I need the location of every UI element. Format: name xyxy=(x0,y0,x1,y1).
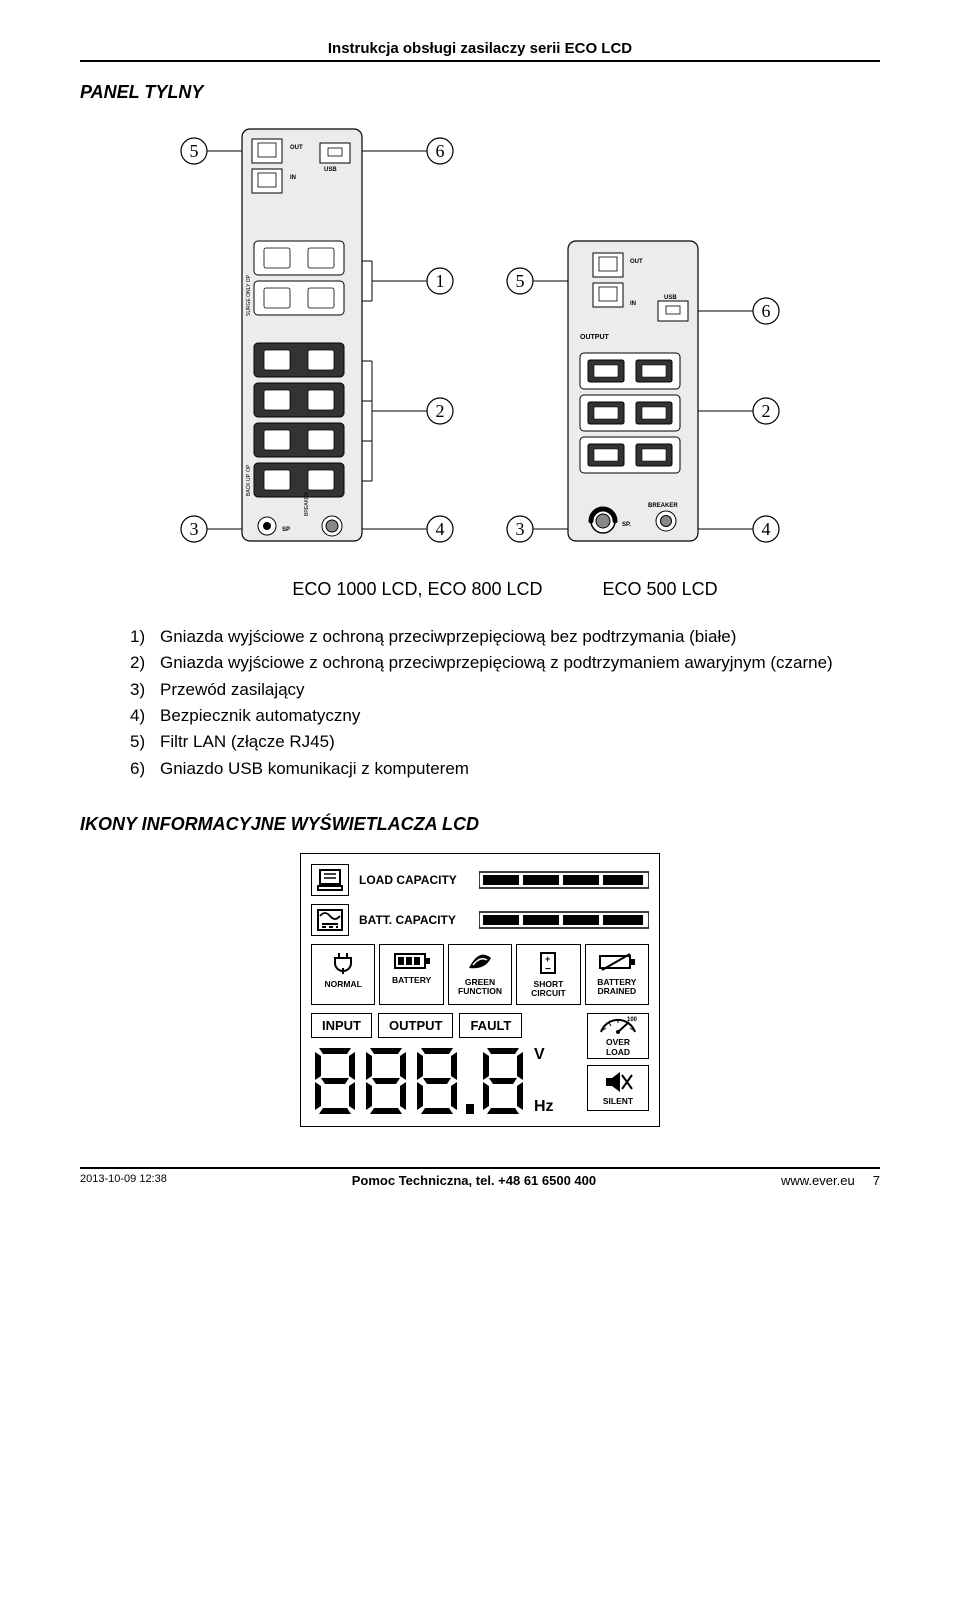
leaf-icon xyxy=(465,950,495,974)
legend-text-5: Filtr LAN (złącze RJ45) xyxy=(160,729,335,755)
legend-list: 1) Gniazda wyjściowe z ochroną przeciwprz… xyxy=(130,624,880,782)
svg-text:IN: IN xyxy=(290,175,296,181)
svg-text:+: + xyxy=(545,954,550,964)
word-fault: FAULT xyxy=(459,1013,522,1038)
svg-text:BREAKER: BREAKER xyxy=(648,503,678,509)
word-input: INPUT xyxy=(311,1013,372,1038)
inverter-icon xyxy=(316,908,344,932)
callout-5: 5 xyxy=(190,141,199,161)
svg-text:5: 5 xyxy=(516,271,525,291)
callout-1: 1 xyxy=(436,271,445,291)
status-drained: BATTERY DRAINED xyxy=(597,978,636,997)
unit-v: V xyxy=(534,1046,554,1064)
callout-4: 4 xyxy=(436,519,445,539)
word-output: OUTPUT xyxy=(378,1013,453,1038)
callout-6: 6 xyxy=(436,141,445,161)
unit-hz: Hz xyxy=(534,1098,554,1116)
svg-text:BREAKER: BREAKER xyxy=(304,492,310,516)
legend-num-5: 5) xyxy=(130,729,152,755)
computer-icon xyxy=(316,868,344,892)
svg-text:USB: USB xyxy=(324,167,337,173)
batt-capacity-label: BATT. CAPACITY xyxy=(359,913,456,927)
battery-icon xyxy=(393,950,431,972)
load-capacity-label: LOAD CAPACITY xyxy=(359,873,457,887)
callout-3: 3 xyxy=(190,519,199,539)
svg-text:USB: USB xyxy=(664,295,677,301)
svg-text:6: 6 xyxy=(762,301,771,321)
svg-text:SP: SP xyxy=(282,527,290,533)
seg-digit-4 xyxy=(479,1046,527,1116)
status-battery: BATTERY xyxy=(392,976,431,985)
legend-num-1: 1) xyxy=(130,624,152,650)
status-short: SHORT CIRCUIT xyxy=(531,980,565,999)
page-footer: 2013-10-09 12:38 Pomoc Techniczna, tel. … xyxy=(80,1167,880,1188)
svg-text:4: 4 xyxy=(762,519,771,539)
status-green: GREEN FUNCTION xyxy=(458,978,502,997)
legend-num-4: 4) xyxy=(130,703,152,729)
legend-num-2: 2) xyxy=(130,650,152,676)
page-header: Instrukcja obsługi zasilaczy serii ECO L… xyxy=(80,40,880,62)
legend-text-3: Przewód zasilający xyxy=(160,677,305,703)
footer-url: www.ever.eu xyxy=(781,1173,855,1188)
legend-text-2: Gniazda wyjściowe z ochroną przeciwprzep… xyxy=(160,650,833,676)
svg-text:−: − xyxy=(545,964,551,975)
section-title-panel-tylny: PANEL TYLNY xyxy=(80,82,880,103)
svg-text:SP.: SP. xyxy=(622,522,631,528)
overload-label: OVER LOAD xyxy=(606,1038,630,1057)
svg-text:IN: IN xyxy=(630,301,636,307)
battery-drained-icon xyxy=(598,950,636,974)
status-row: NORMAL BATTERY GREEN FUNCTION +− SHORT C… xyxy=(311,944,649,1005)
seg-digit-2 xyxy=(362,1046,410,1116)
svg-text:OUTPUT: OUTPUT xyxy=(580,334,610,341)
model-left: ECO 1000 LCD, ECO 800 LCD xyxy=(292,579,542,600)
plug-icon xyxy=(329,950,357,976)
batt-bar-icon xyxy=(479,910,649,930)
legend-num-3: 3) xyxy=(130,677,152,703)
svg-text:SURGE ONLY OP: SURGE ONLY OP xyxy=(246,274,252,316)
legend-text-1: Gniazda wyjściowe z ochroną przeciwprzep… xyxy=(160,624,736,650)
footer-page: 7 xyxy=(873,1173,880,1188)
short-circuit-icon: +− xyxy=(535,950,561,976)
seg-digit-1 xyxy=(311,1046,359,1116)
silent-icon xyxy=(602,1069,634,1095)
legend-text-4: Bezpiecznik automatyczny xyxy=(160,703,360,729)
model-captions: ECO 1000 LCD, ECO 800 LCD ECO 500 LCD xyxy=(80,579,880,600)
word-row: INPUT OUTPUT FAULT xyxy=(311,1013,579,1038)
seg-dot xyxy=(464,1046,476,1116)
svg-text:3: 3 xyxy=(516,519,525,539)
callout-2: 2 xyxy=(436,401,445,421)
diagram-eco-1000-800: 5 6 1 2 3 4 OUT IN USB xyxy=(172,121,462,551)
legend-text-6: Gniazdo USB komunikacji z komputerem xyxy=(160,756,469,782)
diagram-eco-500: 5 6 2 3 4 OUT IN USB OUTPUT xyxy=(498,121,788,551)
footer-helpline: Pomoc Techniczna, tel. +48 61 6500 400 xyxy=(352,1173,596,1188)
seg-digit-3 xyxy=(413,1046,461,1116)
silent-label: SILENT xyxy=(603,1097,633,1106)
svg-text:OUT: OUT xyxy=(630,259,643,265)
legend-num-6: 6) xyxy=(130,756,152,782)
overload-icon: 100 xyxy=(595,1014,641,1036)
svg-text:2: 2 xyxy=(762,401,771,421)
status-normal: NORMAL xyxy=(325,980,362,989)
model-right: ECO 500 LCD xyxy=(603,579,718,600)
section-title-ikony: IKONY INFORMACYJNE WYŚWIETLACZA LCD xyxy=(80,814,880,835)
digits-row: V Hz xyxy=(311,1046,579,1116)
svg-text:BACK UP. OP: BACK UP. OP xyxy=(246,464,252,496)
svg-text:OUT: OUT xyxy=(290,145,303,151)
load-bar-icon xyxy=(479,870,649,890)
footer-timestamp: 2013-10-09 12:38 xyxy=(80,1173,167,1188)
lcd-icon-panel: LOAD CAPACITY BATT. CAPACITY NORMAL BATT… xyxy=(300,853,660,1127)
rear-panel-diagrams: 5 6 1 2 3 4 OUT IN USB xyxy=(80,121,880,551)
